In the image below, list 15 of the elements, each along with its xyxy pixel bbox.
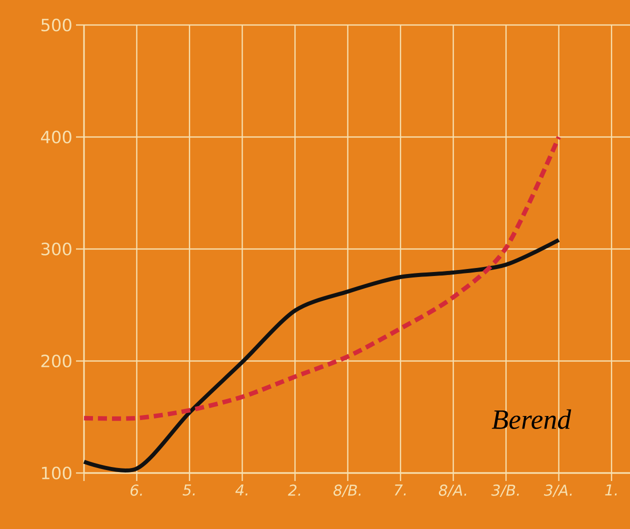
y-tick-label: 100 xyxy=(42,466,72,480)
x-tick-label: 1. xyxy=(605,484,617,496)
y-tick-label: 200 xyxy=(41,354,72,368)
x-tick-label: 2. xyxy=(288,484,300,496)
x-tick-label: 3/A. xyxy=(544,484,572,498)
y-tick-label: 300 xyxy=(41,242,72,256)
x-tick-label: 8/A. xyxy=(438,484,466,498)
y-tick-label: 400 xyxy=(40,130,72,144)
x-tick-label: 7. xyxy=(394,484,406,496)
x-tick-label: 4. xyxy=(235,484,248,496)
x-tick-label: 8/B. xyxy=(334,484,361,498)
y-tick-label: 500 xyxy=(41,18,72,32)
x-tick-label: 6. xyxy=(130,484,142,496)
x-tick-label: 5. xyxy=(182,484,195,496)
x-tick-label: 3/B. xyxy=(491,484,519,498)
